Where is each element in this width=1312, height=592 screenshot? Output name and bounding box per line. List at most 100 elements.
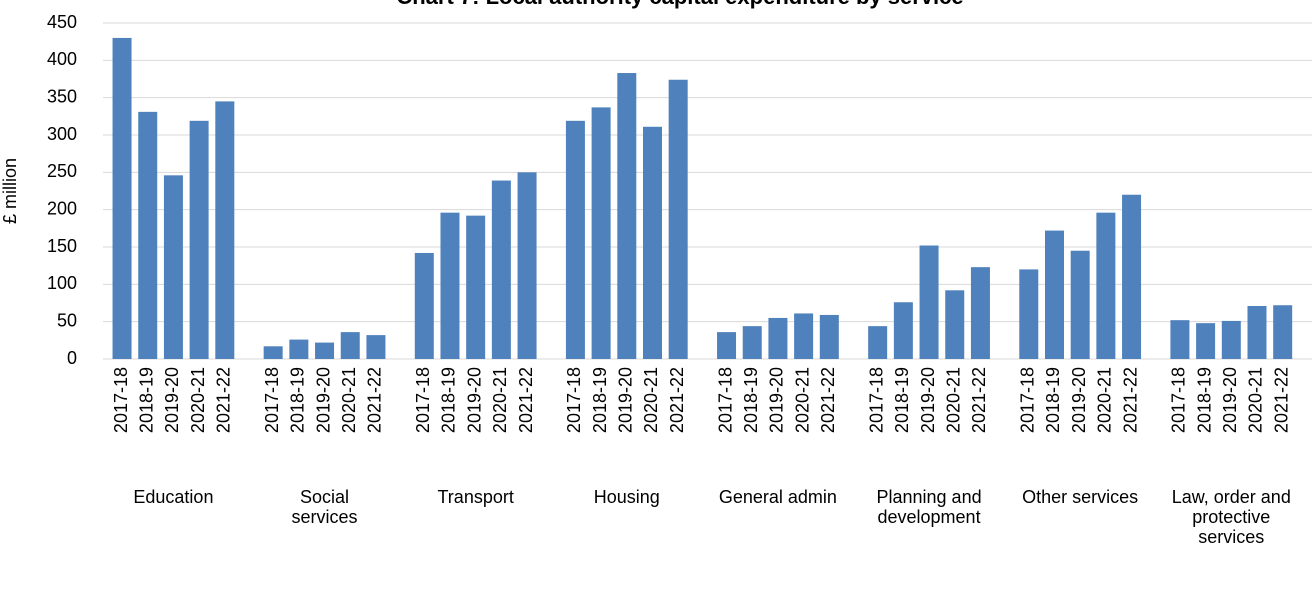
bar xyxy=(1221,320,1241,359)
group-label: Transport xyxy=(437,487,514,507)
y-tick-label: 450 xyxy=(47,12,77,32)
y-tick-label: 350 xyxy=(47,86,77,106)
bar xyxy=(893,302,913,359)
group-label: Education xyxy=(133,487,214,507)
bar xyxy=(945,290,965,359)
y-tick-label: 0 xyxy=(67,348,77,368)
x-tick-label: 2021-22 xyxy=(667,367,687,433)
bar xyxy=(717,332,737,359)
group-label: General admin xyxy=(718,487,837,507)
bar xyxy=(215,101,235,360)
bar xyxy=(315,342,335,359)
x-tick-label: 2019-20 xyxy=(616,367,636,433)
x-tick-label: 2021-22 xyxy=(969,367,989,433)
x-tick-label: 2020-21 xyxy=(188,367,208,433)
bar xyxy=(466,215,486,359)
bar xyxy=(366,335,386,359)
chart-title: Chart 7: Local authority capital expendi… xyxy=(396,0,963,9)
x-tick-label: 2019-20 xyxy=(162,367,182,433)
x-tick-label: 2020-21 xyxy=(1095,367,1115,433)
bar xyxy=(1019,269,1039,359)
x-tick-label: 2021-22 xyxy=(1120,367,1140,433)
y-tick-label: 100 xyxy=(47,273,77,293)
bar xyxy=(1070,250,1090,359)
bar xyxy=(565,120,585,360)
bar xyxy=(819,314,839,359)
bar xyxy=(591,107,611,359)
x-tick-label: 2021-22 xyxy=(365,367,385,433)
x-tick-label: 2018-19 xyxy=(590,367,610,433)
bar xyxy=(668,79,688,359)
y-tick-label: 250 xyxy=(47,161,77,181)
bar xyxy=(1122,194,1142,359)
x-tick-label: 2021-22 xyxy=(516,367,536,433)
group-label: Planning and development xyxy=(876,487,982,527)
bar xyxy=(289,339,309,359)
bar xyxy=(1044,230,1064,359)
x-tick-label: 2018-19 xyxy=(439,367,459,433)
bar xyxy=(1096,212,1116,359)
bar xyxy=(768,317,788,359)
x-tick-label: 2017-18 xyxy=(111,367,131,433)
y-tick-label: 400 xyxy=(47,49,77,69)
x-tick-label: 2020-21 xyxy=(1246,367,1266,433)
x-tick-label: 2019-20 xyxy=(1069,367,1089,433)
bar xyxy=(919,245,939,359)
y-axis-label: £ million xyxy=(0,158,20,224)
x-tick-label: 2018-19 xyxy=(1194,367,1214,433)
bar xyxy=(340,332,360,359)
x-tick-label: 2021-22 xyxy=(818,367,838,433)
group-label: Housing xyxy=(593,487,660,507)
bar xyxy=(112,37,132,359)
bar xyxy=(1247,305,1267,359)
bar xyxy=(1196,323,1216,359)
x-tick-label: 2020-21 xyxy=(792,367,812,433)
x-tick-label: 2017-18 xyxy=(866,367,886,433)
group-label: Law, order and protective services xyxy=(1171,487,1291,547)
bar xyxy=(617,73,637,359)
y-tick-label: 150 xyxy=(47,236,77,256)
bar xyxy=(263,346,283,359)
x-tick-label: 2020-21 xyxy=(339,367,359,433)
y-tick-label: 50 xyxy=(57,310,77,330)
x-tick-label: 2021-22 xyxy=(1271,367,1291,433)
bar xyxy=(1273,305,1293,359)
x-tick-label: 2018-19 xyxy=(892,367,912,433)
bar xyxy=(414,252,434,359)
x-tick-label: 2019-20 xyxy=(767,367,787,433)
bar xyxy=(642,126,662,359)
x-tick-label: 2017-18 xyxy=(715,367,735,433)
x-tick-label: 2021-22 xyxy=(214,367,234,433)
x-tick-label: 2018-19 xyxy=(741,367,761,433)
x-tick-label: 2019-20 xyxy=(464,367,484,433)
x-tick-label: 2020-21 xyxy=(490,367,510,433)
x-tick-label: 2017-18 xyxy=(1169,367,1189,433)
bar xyxy=(491,180,511,359)
x-tick-label: 2019-20 xyxy=(313,367,333,433)
y-tick-label: 200 xyxy=(47,198,77,218)
bar xyxy=(440,212,460,359)
x-tick-label: 2017-18 xyxy=(413,367,433,433)
bar xyxy=(163,175,183,359)
x-tick-label: 2017-18 xyxy=(1018,367,1038,433)
x-tick-label: 2018-19 xyxy=(136,367,156,433)
x-tick-label: 2020-21 xyxy=(943,367,963,433)
x-tick-label: 2019-20 xyxy=(1220,367,1240,433)
group-label: Social services xyxy=(291,487,358,527)
y-tick-label: 300 xyxy=(47,124,77,144)
bar xyxy=(1170,320,1190,359)
x-tick-label: 2018-19 xyxy=(288,367,308,433)
x-tick-label: 2019-20 xyxy=(918,367,938,433)
x-tick-label: 2020-21 xyxy=(641,367,661,433)
bar xyxy=(868,326,888,359)
group-label: Other services xyxy=(1022,487,1139,507)
x-tick-label: 2017-18 xyxy=(262,367,282,433)
x-tick-label: 2017-18 xyxy=(564,367,584,433)
bar xyxy=(794,313,814,359)
x-tick-label: 2018-19 xyxy=(1043,367,1063,433)
bar xyxy=(742,326,762,359)
bar xyxy=(517,172,537,359)
bar xyxy=(138,111,158,359)
